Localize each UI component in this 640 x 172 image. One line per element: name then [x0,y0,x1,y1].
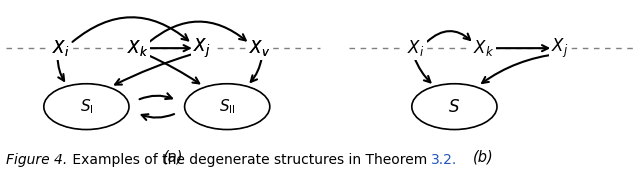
Text: Examples of the degenerate structures in Theorem: Examples of the degenerate structures in… [68,153,431,167]
Text: $X_v$: $X_v$ [248,38,270,58]
Text: $X_k$: $X_k$ [127,38,148,58]
Text: $S_\mathrm{I}$: $S_\mathrm{I}$ [79,97,93,116]
Text: $S$: $S$ [449,98,460,116]
Ellipse shape [413,84,496,129]
Text: $X_j$: $X_j$ [193,37,211,60]
Ellipse shape [44,84,129,130]
Text: $X_k$: $X_k$ [472,38,494,58]
Ellipse shape [184,84,270,130]
Text: 3.2.: 3.2. [431,153,458,167]
Ellipse shape [186,84,269,129]
Text: $X_j$: $X_j$ [551,37,569,60]
Text: $S_\mathrm{II}$: $S_\mathrm{II}$ [219,97,236,116]
Text: (a): (a) [163,149,183,164]
Text: (b): (b) [473,149,493,164]
Text: $X_k$: $X_k$ [127,38,148,58]
Text: $X_i$: $X_i$ [52,38,69,58]
Text: $X_i$: $X_i$ [52,38,69,58]
Text: Figure 4.: Figure 4. [6,153,68,167]
Ellipse shape [45,84,128,129]
Text: $X_j$: $X_j$ [193,37,211,60]
Text: $X_v$: $X_v$ [248,38,270,58]
Text: $X_i$: $X_i$ [408,38,424,58]
Ellipse shape [412,84,497,130]
